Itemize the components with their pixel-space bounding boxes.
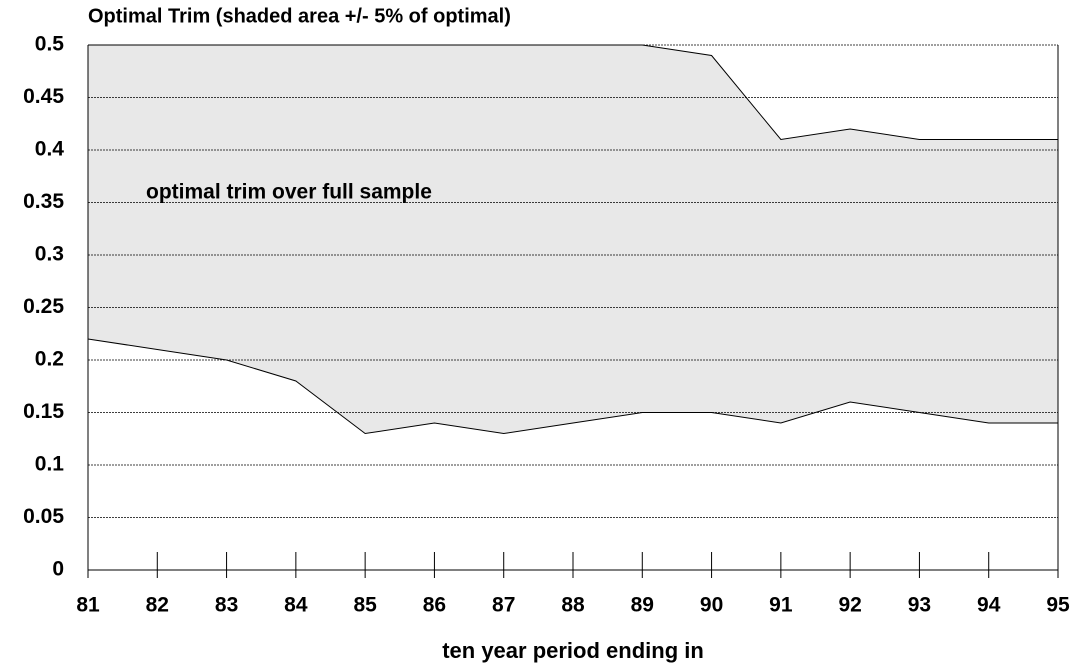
y-tick-label: 0.25 bbox=[23, 295, 64, 318]
y-tick-label: 0 bbox=[52, 558, 64, 581]
x-tick-label: 86 bbox=[423, 594, 446, 617]
x-tick-label: 93 bbox=[908, 594, 931, 617]
x-tick-label: 94 bbox=[977, 594, 1001, 617]
x-tick-label: 83 bbox=[215, 594, 238, 617]
x-tick-label: 87 bbox=[492, 594, 515, 617]
y-tick-label: 0.15 bbox=[23, 400, 64, 423]
chart-title: Optimal Trim (shaded area +/- 5% of opti… bbox=[88, 5, 511, 27]
x-tick-label: 90 bbox=[700, 594, 723, 617]
x-axis-title: ten year period ending in bbox=[442, 638, 704, 663]
x-tick-label: 92 bbox=[838, 594, 861, 617]
y-tick-label: 0.45 bbox=[23, 85, 64, 108]
y-tick-label: 0.2 bbox=[35, 348, 64, 371]
series-line bbox=[87, 338, 1058, 435]
x-tick-label: 95 bbox=[1046, 594, 1070, 617]
series-line bbox=[88, 44, 1058, 141]
x-tick-label: 85 bbox=[353, 594, 377, 617]
x-tick-label: 91 bbox=[769, 594, 793, 617]
y-tick-label: 0.1 bbox=[35, 453, 65, 476]
x-tick-label: 82 bbox=[146, 594, 169, 617]
x-tick-label: 88 bbox=[561, 594, 585, 617]
y-tick-label: 0.05 bbox=[23, 505, 64, 528]
annotation: optimal trim over full sample bbox=[146, 181, 432, 204]
y-tick-label: 0.35 bbox=[23, 190, 64, 213]
x-tick-label: 81 bbox=[76, 594, 100, 617]
y-tick-label: 0.5 bbox=[35, 33, 65, 56]
x-tick-label: 84 bbox=[284, 594, 308, 617]
y-tick-label: 0.3 bbox=[35, 243, 64, 266]
y-tick-label: 0.4 bbox=[35, 138, 65, 161]
x-tick-label: 89 bbox=[631, 594, 654, 617]
band-area bbox=[88, 45, 1058, 434]
